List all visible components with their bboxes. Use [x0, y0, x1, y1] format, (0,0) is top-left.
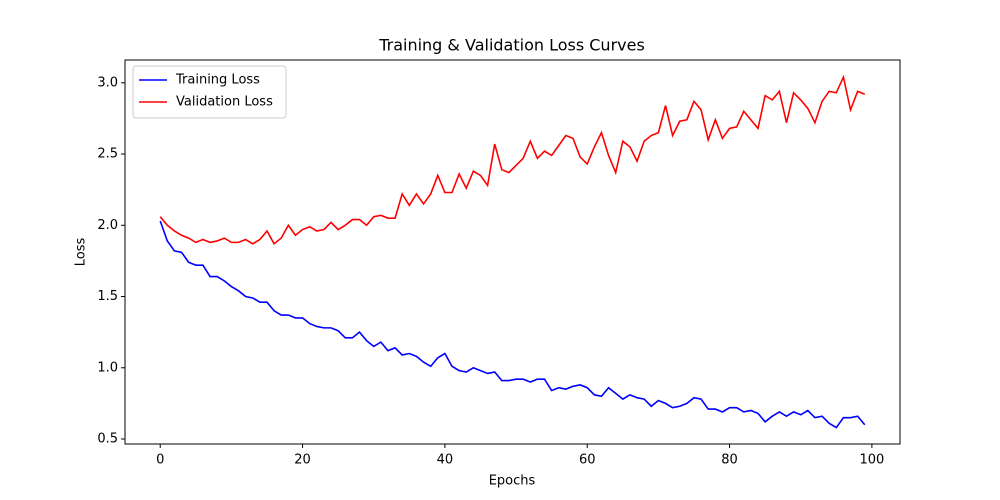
y-tick-label: 2.5 [97, 147, 118, 162]
x-axis-label: Epochs [489, 474, 536, 489]
y-tick-label: 1.0 [97, 360, 118, 375]
legend-label: Validation Loss [176, 95, 273, 110]
x-tick-label: 80 [721, 453, 738, 468]
chart-title: Training & Validation Loss Curves [378, 36, 645, 55]
plot-frame [124, 59, 901, 445]
x-tick-label: 0 [156, 453, 164, 468]
y-tick-label: 3.0 [97, 75, 118, 90]
line-series [159, 220, 866, 429]
x-tick-label: 100 [859, 453, 884, 468]
x-tick-label: 40 [437, 453, 454, 468]
y-tick-label: 0.5 [97, 432, 118, 447]
y-tick-label: 2.0 [97, 218, 118, 233]
x-tick-label: 20 [294, 453, 311, 468]
x-tick-label: 60 [579, 453, 596, 468]
y-tick-label: 1.5 [97, 289, 118, 304]
legend-box [132, 65, 287, 119]
y-axis-label: Loss [74, 238, 89, 267]
line-series [159, 74, 866, 246]
legend-label: Training Loss [175, 73, 260, 88]
